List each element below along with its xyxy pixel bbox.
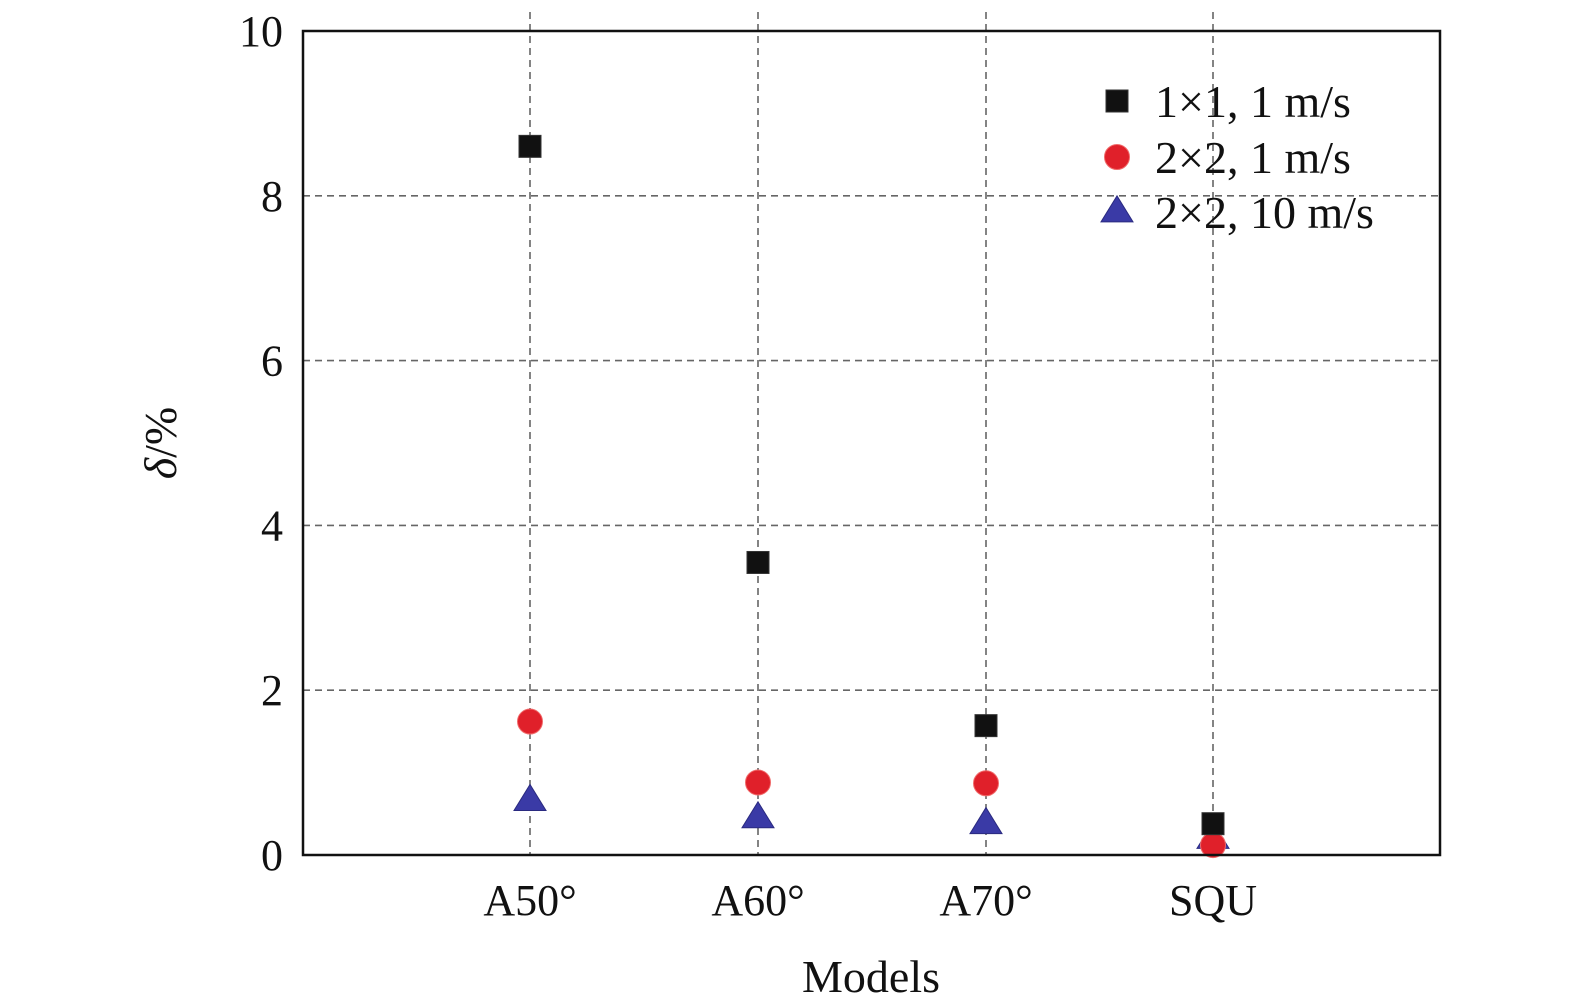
data-markers — [513, 134, 1230, 859]
series-square-markers — [518, 134, 1225, 836]
x-tick-label-2: A60° — [711, 876, 804, 925]
y-tick-label-0: 0 — [261, 831, 283, 880]
square-point-1 — [518, 134, 542, 158]
legend: 1×1, 1 m/s2×2, 1 m/s2×2, 10 m/s — [1100, 76, 1374, 238]
y-axis-symbol: δ — [135, 457, 186, 479]
x-axis-title: Models — [802, 951, 940, 1002]
series-circle-markers — [517, 708, 1226, 859]
y-tick-label-10: 10 — [239, 7, 283, 56]
circle-point-3 — [973, 770, 999, 797]
y-tick-label-6: 6 — [261, 337, 283, 386]
legend-label-2: 2×2, 1 m/s — [1155, 132, 1351, 183]
legend-marker-circle — [1104, 144, 1130, 170]
legend-marker-square — [1105, 89, 1129, 113]
y-tick-label-2: 2 — [261, 666, 283, 715]
legend-label-3: 2×2, 10 m/s — [1155, 187, 1374, 238]
circle-point-1 — [517, 708, 543, 735]
x-tick-labels: A50° A60° A70° SQU — [483, 876, 1257, 925]
legend-label-1: 1×1, 1 m/s — [1155, 76, 1351, 127]
x-tick-label-3: A70° — [939, 876, 1032, 925]
triangle-point-3 — [969, 806, 1003, 835]
square-point-4 — [1201, 812, 1225, 836]
series-triangle-markers — [513, 783, 1230, 849]
y-axis-unit: /% — [135, 407, 186, 458]
x-tick-label-1: A50° — [483, 876, 576, 925]
square-point-3 — [974, 714, 998, 738]
y-tick-labels: 0 2 4 6 8 10 — [239, 7, 283, 880]
triangle-point-1 — [513, 783, 547, 811]
circle-point-2 — [745, 769, 771, 796]
y-axis-title: δ/% — [135, 407, 186, 480]
y-tick-label-8: 8 — [261, 172, 283, 221]
plot-frame — [301, 29, 1442, 857]
triangle-point-2 — [741, 800, 775, 829]
x-tick-label-4: SQU — [1169, 876, 1257, 925]
legend-marker-triangle — [1100, 194, 1134, 223]
y-tick-label-4: 4 — [261, 501, 283, 550]
square-point-2 — [746, 550, 770, 574]
